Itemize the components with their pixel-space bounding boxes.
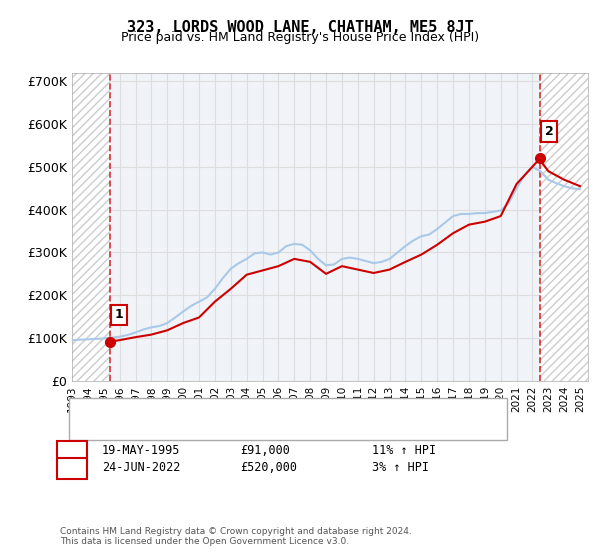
Text: £520,000: £520,000: [240, 461, 297, 474]
Bar: [540, 73, 588, 381]
Text: 323, LORDS WOOD LANE, CHATHAM, ME5 8JT (detached house): 323, LORDS WOOD LANE, CHATHAM, ME5 8JT (…: [120, 404, 475, 414]
Text: Price paid vs. HM Land Registry's House Price Index (HPI): Price paid vs. HM Land Registry's House …: [121, 31, 479, 44]
Text: Contains HM Land Registry data © Crown copyright and database right 2024.
This d: Contains HM Land Registry data © Crown c…: [60, 526, 412, 546]
Bar: [72, 73, 110, 381]
Text: 11% ↑ HPI: 11% ↑ HPI: [372, 444, 436, 458]
Text: HPI: Average price, detached house, Medway: HPI: Average price, detached house, Medw…: [120, 418, 373, 428]
Text: £91,000: £91,000: [240, 444, 290, 458]
Text: 1: 1: [68, 444, 76, 458]
Text: 24-JUN-2022: 24-JUN-2022: [102, 461, 181, 474]
Text: 2: 2: [68, 461, 76, 474]
Text: 3% ↑ HPI: 3% ↑ HPI: [372, 461, 429, 474]
Text: 1: 1: [115, 309, 124, 321]
Text: 19-MAY-1995: 19-MAY-1995: [102, 444, 181, 458]
Text: 2: 2: [545, 125, 554, 138]
Text: 323, LORDS WOOD LANE, CHATHAM, ME5 8JT: 323, LORDS WOOD LANE, CHATHAM, ME5 8JT: [127, 20, 473, 35]
